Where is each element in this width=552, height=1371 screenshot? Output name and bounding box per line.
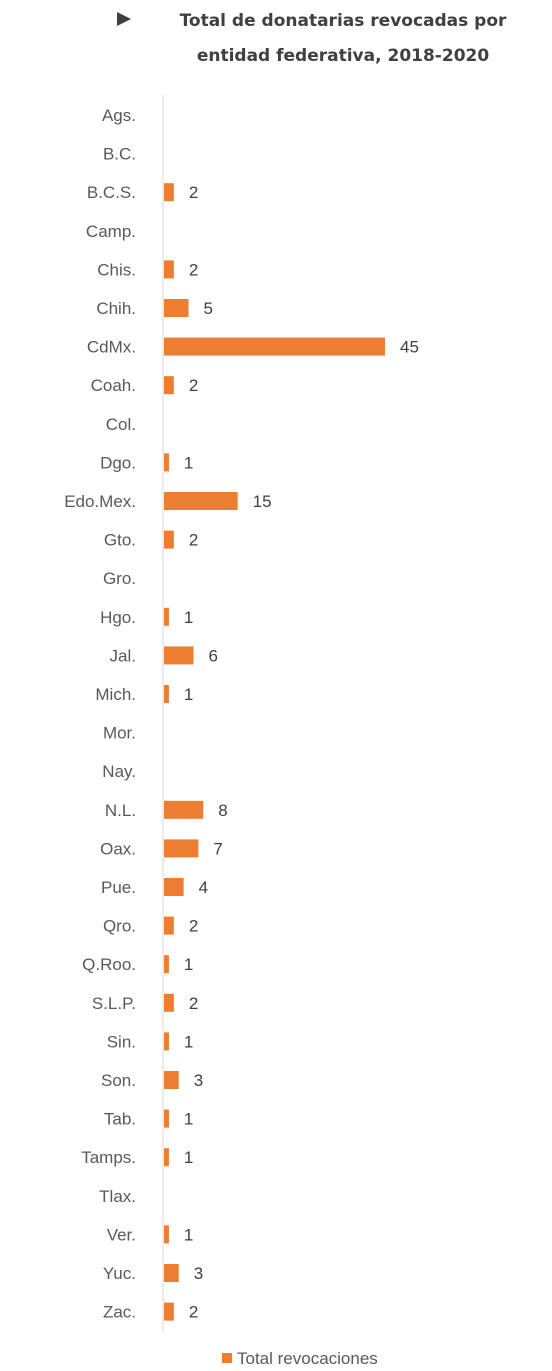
bar: [164, 337, 385, 356]
data-label: 2: [189, 1303, 198, 1322]
data-label: 1: [184, 685, 193, 704]
category-label: Edo.Mex.: [64, 492, 136, 511]
data-label: 6: [208, 646, 217, 665]
data-label: 7: [213, 839, 222, 858]
bar: [164, 607, 169, 626]
bar: [164, 453, 169, 472]
data-label: 15: [253, 492, 272, 511]
category-label: Gro.: [103, 569, 136, 588]
bar: [164, 1225, 169, 1244]
data-label: 1: [184, 1032, 193, 1051]
data-label: 2: [189, 994, 198, 1013]
bar: [164, 916, 174, 935]
data-label: 1: [184, 1148, 193, 1167]
bar: [164, 878, 184, 896]
category-label: Mor.: [103, 724, 136, 743]
bar: [164, 1071, 179, 1089]
category-label: Ags.: [102, 106, 136, 125]
legend-label: Total revocaciones: [237, 1349, 378, 1368]
data-label: 2: [189, 183, 198, 202]
bar: [164, 260, 174, 279]
data-label: 1: [184, 955, 193, 974]
category-label: Q.Roo.: [82, 955, 136, 974]
category-label: Coah.: [91, 376, 136, 395]
category-label: Gto.: [104, 531, 136, 550]
bar: [164, 1264, 179, 1282]
category-label: Ver.: [107, 1225, 136, 1244]
data-label: 2: [189, 260, 198, 279]
category-label: N.L.: [105, 801, 136, 820]
chart-title-line-1: Total de donatarias revocadas por: [180, 11, 507, 31]
category-label: CdMx.: [87, 338, 136, 357]
bar: [164, 993, 174, 1012]
bar: [164, 1109, 169, 1128]
plot-area: Ags. B.C. B.C.S. 2 Camp. Chis. 2 Chih. 5 CdMx. 45 C…: [64, 95, 419, 1332]
category-label: Chih.: [96, 299, 136, 318]
data-label: 8: [218, 801, 227, 820]
data-label: 1: [184, 1110, 193, 1129]
legend-swatch: [222, 1353, 232, 1363]
data-label: 1: [184, 453, 193, 472]
data-label: 1: [184, 608, 193, 627]
bar: [164, 183, 174, 202]
category-label: Chis.: [97, 260, 136, 279]
data-label: 2: [189, 531, 198, 550]
category-label: Oax.: [100, 839, 136, 858]
category-label: Tab.: [104, 1110, 136, 1129]
category-label: Mich.: [95, 685, 136, 704]
category-label: Qro.: [103, 917, 136, 936]
bar: [164, 685, 169, 703]
legend: Total revocaciones: [222, 1349, 378, 1368]
category-label: Dgo.: [100, 453, 136, 472]
category-label: Hgo.: [100, 608, 136, 627]
bar: [164, 800, 204, 819]
category-label: Tamps.: [81, 1148, 136, 1167]
category-label: Zac.: [103, 1303, 136, 1322]
bar: [164, 1302, 174, 1321]
bar: [164, 492, 238, 510]
category-label: Nay.: [102, 762, 136, 781]
category-label: B.C.S.: [87, 183, 136, 202]
category-label: Tlax.: [99, 1187, 136, 1206]
data-label: 3: [194, 1264, 203, 1283]
data-label: 4: [199, 878, 208, 897]
data-label: 2: [189, 376, 198, 395]
category-label: Camp.: [86, 222, 136, 241]
category-label: Yuc.: [103, 1264, 136, 1283]
category-label: Pue.: [101, 878, 136, 897]
data-label: 3: [194, 1071, 203, 1090]
category-label: Son.: [101, 1071, 136, 1090]
bar: [164, 1148, 169, 1167]
category-label: Sin.: [107, 1032, 136, 1051]
title-arrow-icon: [117, 12, 131, 26]
bar: [164, 1032, 169, 1051]
bar: [164, 530, 174, 549]
bar: [164, 376, 174, 395]
category-label: Jal.: [110, 646, 136, 665]
data-label: 45: [400, 338, 419, 357]
data-label: 5: [204, 299, 213, 318]
data-label: 1: [184, 1225, 193, 1244]
chart-title-line-2: entidad federativa, 2018-2020: [197, 46, 490, 66]
category-label: Col.: [106, 415, 136, 434]
category-label: B.C.: [103, 145, 136, 164]
bar: [164, 299, 189, 317]
data-label: 2: [189, 917, 198, 936]
category-label: S.L.P.: [92, 994, 136, 1013]
bar: [164, 839, 199, 858]
bar: [164, 955, 169, 974]
bar: [164, 646, 194, 665]
